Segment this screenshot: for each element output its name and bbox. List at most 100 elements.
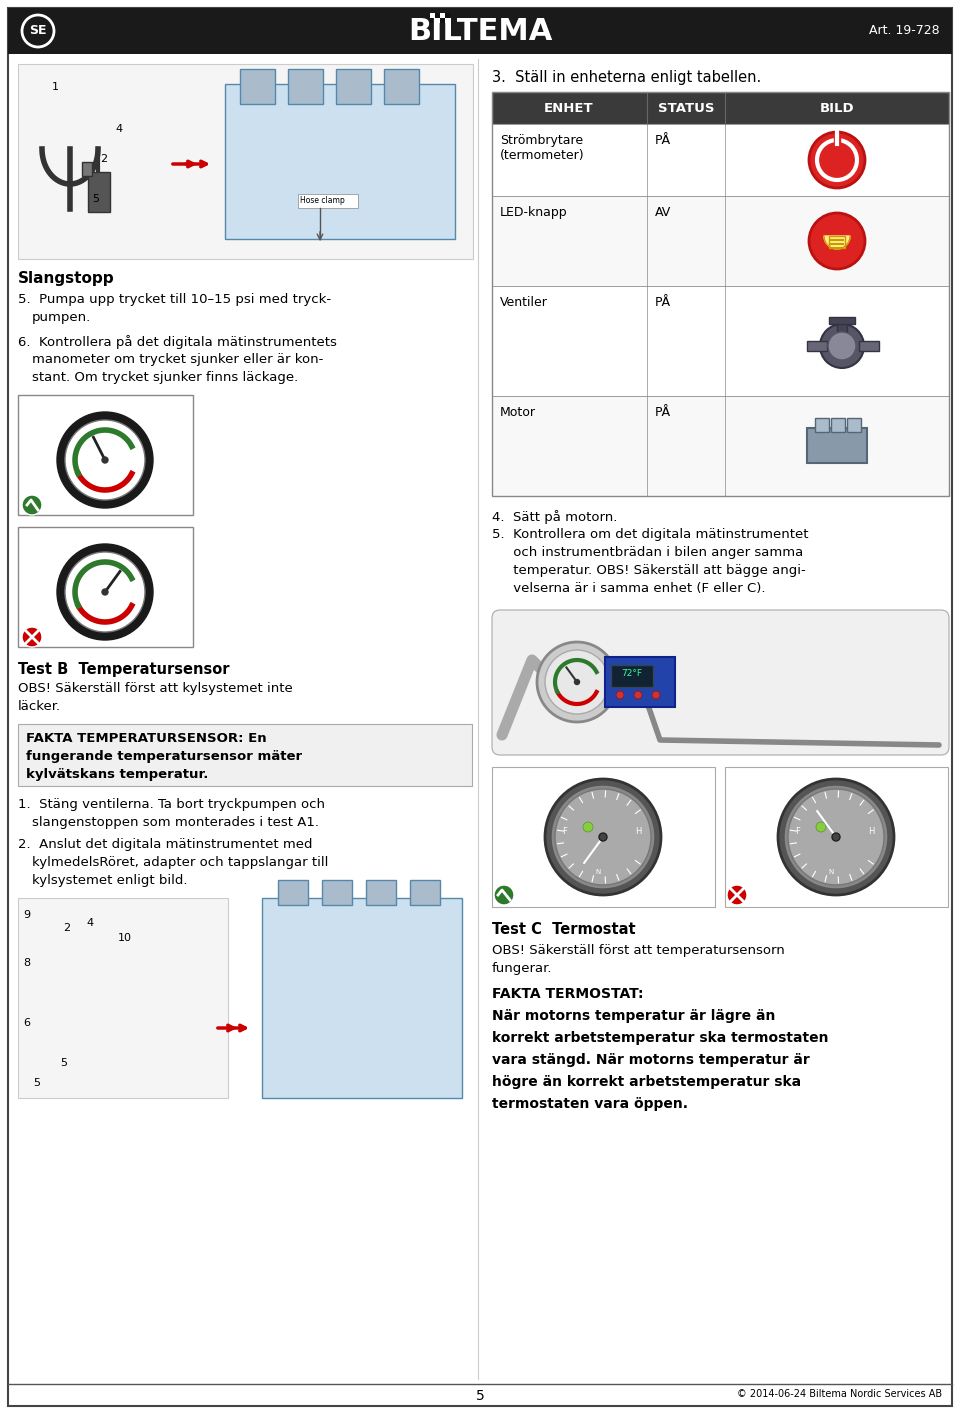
FancyBboxPatch shape — [410, 880, 440, 905]
Circle shape — [65, 551, 145, 632]
FancyBboxPatch shape — [18, 527, 193, 648]
FancyBboxPatch shape — [82, 163, 92, 175]
FancyBboxPatch shape — [18, 724, 472, 786]
Text: Art. 19-728: Art. 19-728 — [870, 24, 940, 38]
Circle shape — [778, 779, 894, 895]
Circle shape — [832, 833, 840, 841]
Circle shape — [809, 132, 865, 188]
Text: fungerande temperatursensor mäter: fungerande temperatursensor mäter — [26, 749, 302, 764]
Text: 72°F: 72°F — [621, 669, 642, 677]
Circle shape — [555, 789, 651, 885]
FancyBboxPatch shape — [492, 124, 949, 197]
Text: kylsystemet enligt bild.: kylsystemet enligt bild. — [32, 874, 187, 887]
FancyBboxPatch shape — [829, 317, 855, 324]
Text: 4: 4 — [86, 918, 93, 928]
Text: fungerar.: fungerar. — [492, 962, 553, 976]
Circle shape — [102, 590, 108, 595]
Circle shape — [828, 332, 856, 361]
Text: 6: 6 — [23, 1018, 30, 1028]
Text: BILTEMA: BILTEMA — [408, 17, 552, 45]
FancyBboxPatch shape — [445, 18, 450, 23]
Circle shape — [616, 691, 624, 699]
Circle shape — [22, 626, 42, 648]
Circle shape — [599, 833, 607, 841]
Text: 5: 5 — [33, 1077, 40, 1087]
Text: manometer om trycket sjunker eller är kon-: manometer om trycket sjunker eller är ko… — [32, 354, 324, 366]
Text: Ventiler: Ventiler — [500, 296, 548, 310]
FancyBboxPatch shape — [262, 898, 462, 1099]
Text: När motorns temperatur är lägre än: När motorns temperatur är lägre än — [492, 1010, 776, 1022]
Text: BILD: BILD — [820, 102, 854, 115]
Text: 5: 5 — [475, 1389, 485, 1403]
FancyBboxPatch shape — [605, 658, 675, 707]
FancyBboxPatch shape — [18, 395, 193, 515]
Text: N: N — [828, 870, 833, 875]
Text: högre än korrekt arbetstemperatur ska: högre än korrekt arbetstemperatur ska — [492, 1075, 802, 1089]
FancyBboxPatch shape — [240, 69, 275, 105]
FancyBboxPatch shape — [225, 83, 455, 239]
Circle shape — [788, 789, 884, 885]
FancyBboxPatch shape — [384, 69, 419, 105]
Text: OBS! Säkerställ först att kylsystemet inte: OBS! Säkerställ först att kylsystemet in… — [18, 682, 293, 696]
Circle shape — [22, 495, 42, 515]
FancyBboxPatch shape — [829, 236, 845, 247]
Text: slangenstoppen som monterades i test A1.: slangenstoppen som monterades i test A1. — [32, 816, 319, 829]
Text: 9: 9 — [23, 911, 30, 921]
Text: Motor: Motor — [500, 406, 536, 419]
FancyBboxPatch shape — [322, 880, 352, 905]
FancyBboxPatch shape — [430, 13, 435, 18]
Text: H: H — [868, 827, 875, 837]
Circle shape — [816, 822, 826, 831]
FancyBboxPatch shape — [611, 665, 653, 687]
FancyBboxPatch shape — [807, 341, 827, 351]
Circle shape — [65, 420, 145, 501]
FancyBboxPatch shape — [492, 396, 949, 496]
Text: 2: 2 — [100, 154, 108, 164]
Text: pumpen.: pumpen. — [32, 311, 91, 324]
Text: 5.  Pumpa upp trycket till 10–15 psi med tryck-: 5. Pumpa upp trycket till 10–15 psi med … — [18, 293, 331, 305]
Text: 3.  Ställ in enheterna enligt tabellen.: 3. Ställ in enheterna enligt tabellen. — [492, 71, 761, 85]
Circle shape — [809, 214, 865, 269]
Circle shape — [57, 544, 153, 641]
Text: ENHET: ENHET — [544, 102, 594, 115]
Text: velserna är i samma enhet (F eller C).: velserna är i samma enhet (F eller C). — [492, 583, 765, 595]
FancyBboxPatch shape — [847, 419, 861, 433]
Circle shape — [551, 785, 655, 889]
FancyBboxPatch shape — [815, 419, 829, 433]
FancyBboxPatch shape — [430, 18, 435, 23]
Text: 5: 5 — [60, 1058, 67, 1068]
FancyBboxPatch shape — [336, 69, 371, 105]
FancyBboxPatch shape — [18, 898, 228, 1099]
Text: Hose clamp: Hose clamp — [300, 197, 345, 205]
FancyBboxPatch shape — [859, 341, 879, 351]
FancyBboxPatch shape — [288, 69, 323, 105]
FancyBboxPatch shape — [366, 880, 396, 905]
Text: N: N — [595, 870, 601, 875]
Text: PÅ: PÅ — [655, 134, 671, 147]
Text: kylmedelsRöret, adapter och tappslangar till: kylmedelsRöret, adapter och tappslangar … — [32, 855, 328, 870]
FancyBboxPatch shape — [88, 173, 110, 212]
Text: korrekt arbetstemperatur ska termostaten: korrekt arbetstemperatur ska termostaten — [492, 1031, 828, 1045]
Text: STATUS: STATUS — [658, 102, 714, 115]
Text: kylvätskans temperatur.: kylvätskans temperatur. — [26, 768, 208, 781]
FancyBboxPatch shape — [492, 92, 949, 124]
Text: läcker.: läcker. — [18, 700, 61, 713]
Text: OBS! Säkerställ först att temperatursensorn: OBS! Säkerställ först att temperatursens… — [492, 945, 784, 957]
Text: PÅ: PÅ — [655, 296, 671, 310]
Text: 6.  Kontrollera på det digitala mätinstrumentets: 6. Kontrollera på det digitala mätinstru… — [18, 335, 337, 349]
Text: FAKTA TEMPERATURSENSOR: En: FAKTA TEMPERATURSENSOR: En — [26, 732, 267, 745]
Text: 5.  Kontrollera om det digitala mätinstrumentet: 5. Kontrollera om det digitala mätinstru… — [492, 527, 808, 542]
Circle shape — [102, 457, 108, 462]
Circle shape — [652, 691, 660, 699]
Text: 2.  Anslut det digitala mätinstrumentet med: 2. Anslut det digitala mätinstrumentet m… — [18, 839, 313, 851]
Text: H: H — [635, 827, 641, 837]
Text: vara stängd. När motorns temperatur är: vara stängd. När motorns temperatur är — [492, 1053, 809, 1068]
Circle shape — [537, 642, 617, 723]
Text: 1.  Stäng ventilerna. Ta bort tryckpumpen och: 1. Stäng ventilerna. Ta bort tryckpumpen… — [18, 797, 325, 812]
Circle shape — [574, 680, 580, 684]
FancyBboxPatch shape — [807, 428, 867, 462]
Text: termostaten vara öppen.: termostaten vara öppen. — [492, 1097, 688, 1111]
Text: Strömbrytare
(termometer): Strömbrytare (termometer) — [500, 134, 585, 163]
Text: LED-knapp: LED-knapp — [500, 206, 567, 219]
Circle shape — [545, 650, 609, 714]
